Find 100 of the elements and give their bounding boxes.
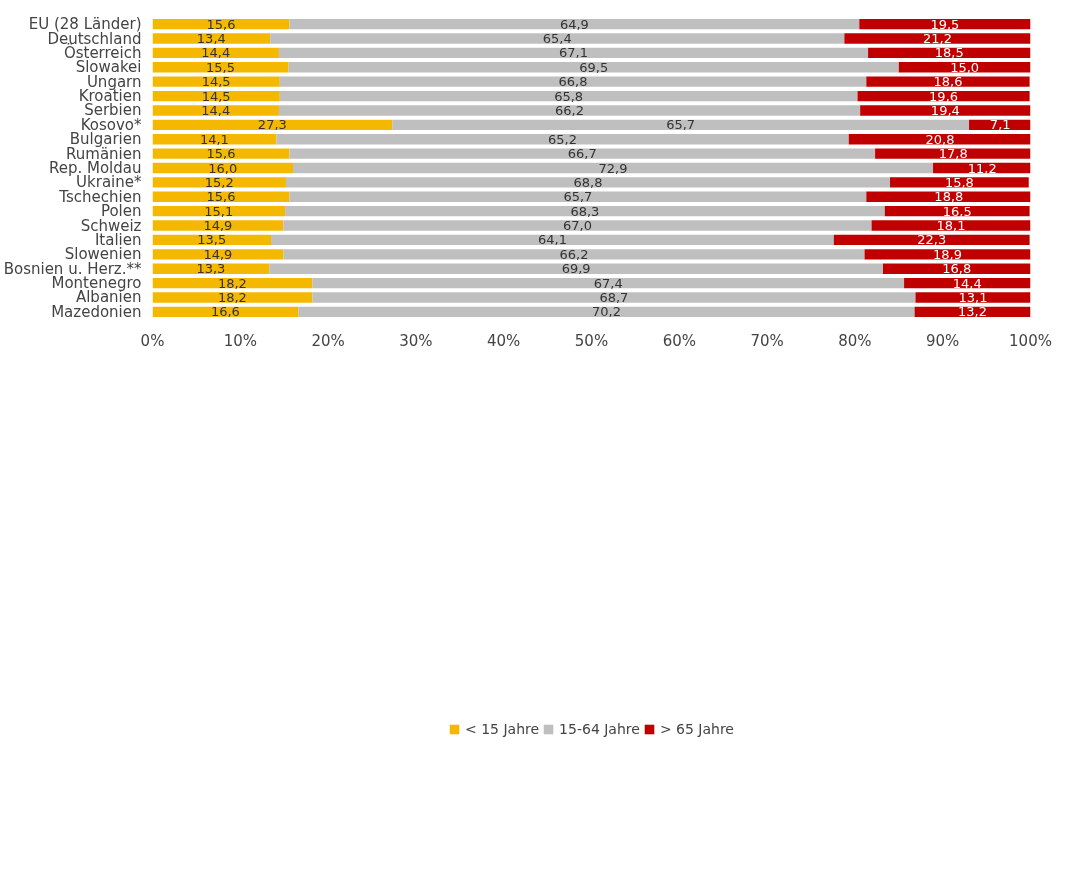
data-label: 14,5 — [201, 74, 231, 90]
data-label: 15,6 — [206, 16, 236, 32]
data-label: 13,2 — [958, 304, 988, 320]
bar — [890, 177, 1029, 188]
data-label: 15,8 — [944, 174, 974, 190]
bar — [152, 249, 284, 260]
data-label: 13,1 — [958, 289, 988, 305]
data-label: 18,8 — [934, 189, 964, 205]
data-label: 16,5 — [942, 203, 972, 219]
bar — [152, 33, 271, 44]
data-label: 68,3 — [570, 203, 600, 219]
data-label: 18,5 — [934, 45, 964, 61]
x-tick-label: 20% — [311, 331, 345, 350]
data-label: 15,0 — [950, 59, 980, 75]
data-label: 7,1 — [989, 117, 1011, 133]
bar — [289, 18, 860, 30]
data-label: 15,1 — [204, 203, 234, 219]
bar — [298, 306, 915, 318]
x-tick-label: 50% — [574, 331, 609, 350]
data-label: 18,1 — [936, 218, 966, 234]
data-label: 68,7 — [599, 289, 629, 305]
bar — [844, 33, 1031, 44]
y-tick-label: Mazedonien — [51, 302, 142, 321]
data-label: 66,2 — [555, 102, 585, 118]
bar — [278, 105, 861, 116]
x-tick-label: 60% — [662, 331, 696, 350]
data-label: 13,5 — [197, 232, 227, 248]
x-tick-label: 0% — [140, 331, 165, 350]
data-label: 72,9 — [598, 160, 628, 176]
bar — [288, 62, 899, 73]
data-label: 18,6 — [933, 74, 963, 90]
data-label: 65,7 — [666, 117, 696, 133]
data-label: 14,4 — [201, 102, 231, 118]
data-label: 19,6 — [929, 88, 959, 104]
bar — [279, 76, 867, 87]
bar — [152, 119, 393, 131]
data-label: 16,0 — [208, 160, 238, 176]
data-label: 19,5 — [930, 16, 960, 32]
bar — [859, 18, 1031, 30]
data-label: 70,2 — [591, 304, 621, 320]
bar — [152, 105, 279, 116]
bar — [875, 148, 1031, 159]
data-label: 65,2 — [548, 131, 578, 147]
data-label: 14,1 — [199, 131, 229, 147]
x-tick-label: 80% — [838, 331, 872, 350]
x-tick-label: 10% — [223, 331, 257, 350]
bar — [289, 148, 876, 159]
bar — [279, 90, 858, 102]
data-label: 67,4 — [593, 275, 623, 291]
bar — [833, 234, 1030, 246]
bar — [289, 191, 867, 202]
data-label: 65,4 — [542, 31, 572, 47]
bar — [285, 205, 885, 217]
data-label: 13,3 — [196, 261, 226, 277]
bar — [283, 220, 872, 231]
data-label: 22,3 — [917, 232, 947, 248]
data-label: 14,5 — [201, 88, 231, 104]
bar — [283, 249, 865, 260]
bar — [915, 292, 1031, 303]
bar — [152, 177, 286, 188]
bar — [392, 119, 970, 131]
data-label: 21,2 — [922, 31, 952, 47]
bar — [864, 249, 1031, 260]
bar — [312, 292, 916, 303]
bar — [312, 277, 905, 289]
bar — [271, 234, 834, 246]
data-label: 65,7 — [563, 189, 593, 205]
x-tick-label: 40% — [487, 331, 521, 350]
bar — [276, 134, 849, 145]
data-label: 14,4 — [201, 45, 231, 61]
data-label: 14,4 — [952, 275, 982, 291]
legend-label: < 15 Jahre — [465, 721, 540, 737]
bar — [152, 148, 290, 159]
data-label: 18,9 — [933, 246, 963, 262]
bar — [860, 105, 1031, 116]
data-label: 13,4 — [196, 31, 226, 47]
bar — [278, 47, 869, 59]
x-tick-label: 100% — [1009, 331, 1052, 350]
data-label: 19,4 — [930, 102, 960, 118]
data-label: 66,7 — [567, 146, 597, 162]
x-tick-label: 70% — [750, 331, 784, 350]
data-label: 68,8 — [573, 174, 603, 190]
data-label: 20,8 — [925, 131, 955, 147]
bar — [285, 177, 891, 188]
data-label: 15,2 — [204, 174, 234, 190]
bar — [152, 292, 313, 303]
x-tick-label: 90% — [926, 331, 960, 350]
data-label: 69,9 — [561, 261, 591, 277]
data-label: 27,3 — [257, 117, 287, 133]
data-label: 18,2 — [217, 289, 247, 305]
data-label: 64,1 — [537, 232, 567, 248]
bar — [152, 220, 284, 231]
data-label: 14,9 — [203, 218, 233, 234]
data-label: 65,8 — [554, 88, 584, 104]
data-label: 16,8 — [942, 261, 972, 277]
data-label: 67,0 — [562, 218, 592, 234]
data-label: 66,2 — [559, 246, 589, 262]
data-label: 67,1 — [559, 45, 588, 61]
data-label: 64,9 — [559, 16, 589, 32]
data-label: 14,9 — [203, 246, 233, 262]
